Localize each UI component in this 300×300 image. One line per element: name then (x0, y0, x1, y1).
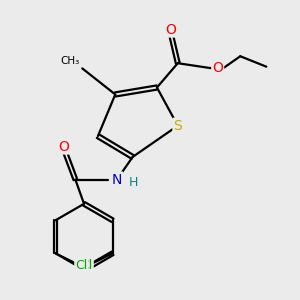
Text: H: H (129, 176, 139, 189)
Text: Cl: Cl (75, 259, 88, 272)
Text: O: O (58, 140, 69, 154)
Text: N: N (112, 172, 122, 187)
Text: CH₃: CH₃ (60, 56, 80, 66)
Text: Cl: Cl (81, 259, 93, 272)
Text: O: O (165, 22, 176, 37)
Text: O: O (212, 61, 223, 75)
Text: S: S (173, 119, 182, 133)
